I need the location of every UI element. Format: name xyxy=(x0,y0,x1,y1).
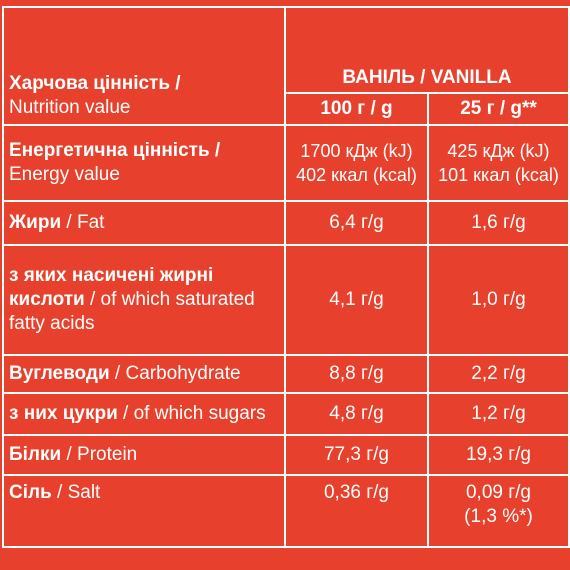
protein-label-uk: Білки xyxy=(9,444,62,465)
fat-25g: 1,6 г/g xyxy=(427,200,570,246)
protein-100g: 77,3 г/g xyxy=(284,434,429,476)
energy-25g-kj: 425 кДж (kJ) xyxy=(447,141,550,161)
saturated-label-uk-2: кислоти xyxy=(9,289,85,310)
col-100g-header: 100 г / g xyxy=(284,92,429,126)
sugars-label: з них цукри / of which sugars xyxy=(2,392,286,436)
energy-100g-kcal: 402 ккал (kcal) xyxy=(296,165,417,185)
table-row: Енергетична цінність / Energy value 1700… xyxy=(2,124,570,202)
salt-label: Сіль / Salt xyxy=(2,474,286,548)
saturated-100g: 4,1 г/g xyxy=(284,244,429,356)
carbohydrate-label: Вуглеводи / Carbohydrate xyxy=(2,354,286,394)
table-row: з них цукри / of which sugars 4,8 г/g 1,… xyxy=(2,392,570,436)
protein-25g: 19,3 г/g xyxy=(427,434,570,476)
protein-label: Білки / Protein xyxy=(2,434,286,476)
carbohydrate-100g: 8,8 г/g xyxy=(284,354,429,394)
energy-25g-kcal: 101 ккал (kcal) xyxy=(438,165,559,185)
sugars-25g: 1,2 г/g xyxy=(427,392,570,436)
saturated-label-en-2: fatty acids xyxy=(9,313,95,334)
energy-label: Енергетична цінність / Energy value xyxy=(2,124,286,202)
energy-25g: 425 кДж (kJ) 101 ккал (kcal) xyxy=(427,124,570,202)
fat-100g: 6,4 г/g xyxy=(284,200,429,246)
carbohydrate-25g: 2,2 г/g xyxy=(427,354,570,394)
saturated-25g: 1,0 г/g xyxy=(427,244,570,356)
fat-label-en: / Fat xyxy=(61,212,105,233)
carbohydrate-label-uk: Вуглеводи xyxy=(9,363,110,384)
energy-100g-kj: 1700 кДж (kJ) xyxy=(300,141,413,161)
table-row: Жири / Fat 6,4 г/g 1,6 г/g xyxy=(2,200,570,246)
table-row: Вуглеводи / Carbohydrate 8,8 г/g 2,2 г/g xyxy=(2,354,570,394)
salt-25g-percent: (1,3 %*) xyxy=(464,506,533,527)
header-row: Харчова цінність / Nutrition value ВАНІЛ… xyxy=(2,6,570,126)
saturated-label-uk-1: з яких насичені жирні xyxy=(9,265,214,286)
salt-label-uk: Сіль xyxy=(9,482,52,503)
fat-label: Жири / Fat xyxy=(2,200,286,246)
salt-100g: 0,36 г/g xyxy=(284,474,429,548)
energy-100g: 1700 кДж (kJ) 402 ккал (kcal) xyxy=(284,124,429,202)
product-name: ВАНІЛЬ / VANILLA xyxy=(284,6,570,94)
sugars-label-uk: з них цукри xyxy=(9,403,118,424)
portion-header-row: 100 г / g 25 г / g** xyxy=(3,92,570,126)
title-en: Nutrition value xyxy=(9,97,131,118)
salt-label-en: / Salt xyxy=(51,482,101,503)
nutrition-value-header: Харчова цінність / Nutrition value xyxy=(2,6,286,126)
energy-label-en: Energy value xyxy=(9,164,120,185)
saturated-label-en-1: / of which saturated xyxy=(84,289,255,310)
fat-label-uk: Жири xyxy=(9,212,62,233)
salt-25g: 0,09 г/g (1,3 %*) xyxy=(427,474,570,548)
salt-25g-value: 0,09 г/g xyxy=(465,482,532,503)
saturated-label: з яких насичені жирні кислоти / of which… xyxy=(2,244,286,356)
protein-label-en: / Protein xyxy=(61,444,138,465)
title-uk: Харчова цінність / xyxy=(9,73,181,94)
table-row: Сіль / Salt 0,36 г/g 0,09 г/g (1,3 %*) xyxy=(2,474,570,548)
sugars-label-en: / of which sugars xyxy=(117,403,266,424)
energy-label-uk: Енергетична цінність / xyxy=(9,140,221,161)
sugars-100g: 4,8 г/g xyxy=(284,392,429,436)
nutrition-table: Харчова цінність / Nutrition value ВАНІЛ… xyxy=(2,6,570,548)
col-25g-header: 25 г / g** xyxy=(427,92,570,126)
carbohydrate-label-en: / Carbohydrate xyxy=(109,363,241,384)
table-row: з яких насичені жирні кислоти / of which… xyxy=(2,244,570,356)
table-row: Білки / Protein 77,3 г/g 19,3 г/g xyxy=(2,434,570,476)
